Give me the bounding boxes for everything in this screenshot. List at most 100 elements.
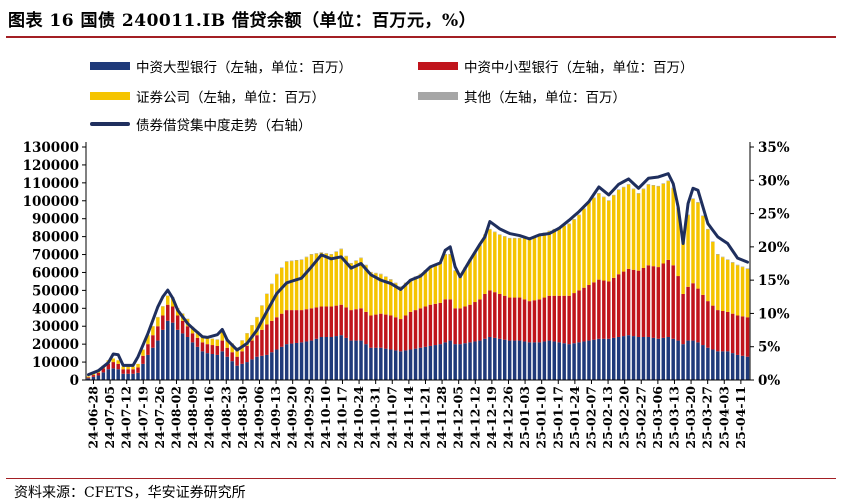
bar-sec — [542, 233, 547, 298]
bar-small — [389, 315, 393, 350]
bar-sec — [428, 267, 433, 305]
bar-oth — [612, 194, 616, 196]
bar-small — [280, 313, 284, 347]
bar-big — [195, 346, 200, 380]
legend-swatch-big-banks — [90, 62, 130, 70]
bar-sec — [730, 262, 735, 314]
bar-oth — [488, 228, 492, 230]
bar-oth — [592, 197, 596, 199]
bar-small — [730, 313, 735, 354]
bar-big — [701, 345, 705, 380]
bar-big — [170, 322, 175, 380]
bar-sec — [502, 236, 507, 296]
title-divider — [6, 36, 836, 38]
legend-swatch-securities — [90, 92, 130, 100]
bar-big — [725, 351, 730, 380]
bar-sec — [612, 195, 616, 278]
x-tick-label: 24-11-28 — [434, 386, 449, 449]
bar-big — [418, 347, 423, 380]
x-tick-label: 25-02-13 — [600, 386, 615, 449]
bar-sec — [136, 363, 140, 368]
bar-sec — [111, 358, 115, 363]
bar-small — [681, 293, 685, 345]
bar-big — [572, 343, 576, 380]
y-right-tick-label: 15% — [758, 273, 790, 289]
bar-oth — [319, 252, 324, 253]
bar-sec — [354, 260, 358, 310]
bar-sec — [557, 227, 561, 296]
bar-oth — [567, 223, 571, 225]
x-tick-label: 25-01-10 — [534, 386, 549, 449]
bar-sec — [255, 317, 259, 336]
y-left-tick-label: 80000 — [32, 230, 79, 246]
bar-sec — [393, 283, 398, 318]
bar-big — [612, 337, 616, 380]
bar-big — [309, 340, 314, 380]
bar-oth — [334, 251, 338, 252]
x-tick-label: 24-07-19 — [135, 386, 150, 449]
bar-small — [270, 320, 274, 353]
bar-sec — [195, 331, 200, 338]
bar-sec — [646, 184, 651, 266]
x-tick-label: 24-09-20 — [285, 386, 300, 449]
x-tick-label: 24-08-23 — [218, 386, 233, 449]
bar-small — [522, 299, 527, 342]
bar-oth — [329, 254, 334, 255]
bar-big — [686, 340, 690, 380]
bar-sec — [735, 265, 740, 316]
bar-small — [725, 311, 730, 352]
bar-small — [547, 295, 552, 341]
bar-big — [398, 351, 403, 380]
legend-label-big-banks: 中资大型银行（左轴，单位：百万） — [136, 60, 352, 76]
bar-small — [289, 310, 294, 344]
bar-sec — [641, 189, 646, 268]
bar-sec — [339, 249, 343, 305]
bar-sec — [572, 219, 576, 294]
legend-label-concentration: 债券借贷集中度走势（右轴） — [136, 118, 312, 134]
bar-small — [275, 317, 279, 350]
bar-small — [473, 302, 477, 342]
chart-title: 图表 16 国债 240011.IB 借贷余额（单位：百万元，%） — [8, 11, 477, 31]
bar-small — [636, 270, 641, 337]
bar-sec — [403, 283, 408, 316]
bar-small — [488, 290, 492, 337]
bar-big — [706, 347, 710, 380]
bar-oth — [626, 184, 631, 185]
y-right-tick-label: 30% — [758, 173, 790, 189]
legend-small-banks: 中资中小型银行（左轴，单位：百万） — [418, 56, 694, 76]
bar-big — [527, 342, 532, 380]
bar-big — [502, 339, 507, 380]
bar-big — [463, 343, 467, 380]
bar-oth — [701, 215, 705, 217]
bar-sec — [631, 189, 636, 270]
bar-oth — [354, 260, 358, 261]
bar-sec — [151, 326, 155, 336]
bar-big — [651, 337, 656, 380]
bar-sec — [190, 327, 195, 334]
bar-sec — [413, 276, 418, 311]
bar-sec — [374, 273, 378, 315]
bar-oth — [299, 259, 304, 260]
bar-small — [602, 280, 606, 339]
bar-small — [106, 363, 111, 370]
bar-sec — [577, 215, 581, 291]
x-tick-label: 24-12-26 — [500, 386, 515, 449]
bar-sec — [329, 254, 334, 307]
bar-small — [344, 307, 348, 338]
bar-sec — [161, 306, 165, 316]
bar-big — [389, 349, 393, 380]
bar-big — [324, 336, 329, 380]
bar-small — [537, 299, 542, 343]
bar-sec — [408, 279, 413, 312]
bar-big — [334, 336, 338, 380]
bar-oth — [641, 188, 646, 190]
bar-oth — [646, 184, 651, 185]
bar-oth — [716, 254, 720, 255]
bar-big — [607, 338, 611, 380]
y-left-tick-label: 120000 — [23, 158, 79, 174]
bar-big — [294, 342, 299, 380]
bar-big — [636, 336, 641, 380]
bar-oth — [349, 262, 353, 264]
bar-big — [384, 348, 388, 380]
bar-big — [408, 349, 413, 380]
